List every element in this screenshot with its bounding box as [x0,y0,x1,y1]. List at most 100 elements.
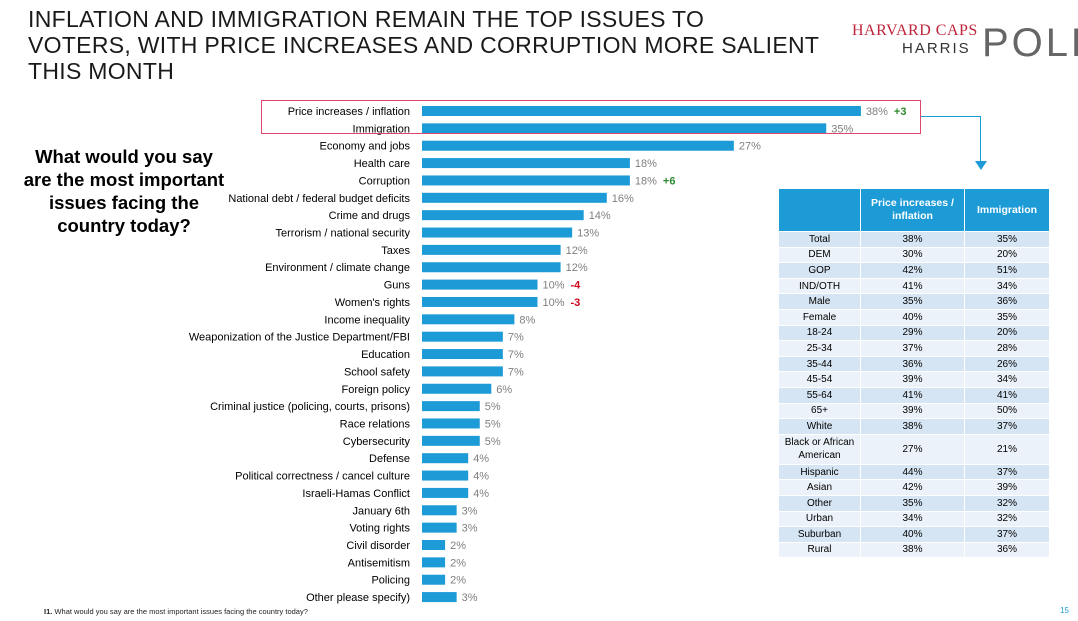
crosstab-row-label: Other [778,494,861,512]
crosstab-cell: 44% [860,463,965,481]
crosstab-cell: 39% [860,402,965,420]
bar [422,383,492,394]
data-label: 13% [577,228,599,240]
data-label: 5% [485,401,501,413]
bar [422,140,734,151]
question-line: are the most important [23,169,225,190]
data-label: 7% [508,366,524,378]
data-label: 7% [508,349,524,361]
category-label: Political correctness / cancel culture [235,471,410,483]
crosstab-row-label: Suburban [778,526,861,543]
data-label: 4% [473,488,489,500]
crosstab-row: Male 35% 36% [778,293,1050,310]
highlight-box [261,100,921,134]
category-label: Taxes [381,245,410,257]
crosstab-row: GOP 42% 51% [778,262,1050,279]
question-line: issues facing the [48,192,200,213]
bar [422,574,446,585]
crosstab-row: Asian 42% 39% [778,479,1050,496]
category-label: Voting rights [349,523,410,535]
data-label: 2% [450,575,466,587]
category-label: Civil disorder [346,540,410,552]
category-label: Race relations [340,418,411,430]
arrow-down-icon [975,161,987,170]
crosstab-header: Price increases / inflation [860,188,965,232]
change-label: -4 [571,280,582,292]
crosstab-row-label: Black or African American [778,433,861,465]
crosstab-cell: 36% [964,293,1050,310]
crosstab-row: Female 40% 35% [778,308,1050,326]
data-label: 3% [462,592,478,604]
crosstab-cell: 29% [860,324,965,342]
crosstab-row: White 38% 37% [778,418,1050,435]
crosstab-header [778,188,861,232]
harvard-caps-harris-poll-logo: HARVARD CAPS HARRIS POLL [848,20,1078,63]
crosstab-cell: 38% [860,541,965,559]
bar [422,331,503,342]
data-label: 2% [450,557,466,569]
crosstab-row: Urban 34% 32% [778,510,1050,528]
category-label: Income inequality [324,314,410,326]
crosstab-row-label: Total [778,231,861,248]
bar [422,435,480,446]
bar [422,192,607,203]
bar [422,262,561,273]
category-label: Crime and drugs [329,210,411,222]
crosstab-row: Black or African American 27% 21% [778,433,1050,465]
category-label: Cybersecurity [343,436,411,448]
crosstab-table: Price increases / inflation Immigration … [778,188,1050,559]
crosstab-cell: 36% [860,355,965,373]
category-label: Foreign policy [342,384,411,396]
category-label: Economy and jobs [320,141,411,153]
crosstab-cell: 27% [860,433,965,465]
data-label: 6% [496,384,512,396]
logo-line-2: HARRIS [902,40,971,57]
crosstab-row: 45-54 39% 34% [778,371,1050,388]
crosstab-row: Rural 38% 36% [778,541,1050,559]
crosstab-cell: 34% [964,371,1050,388]
crosstab-cell: 20% [964,246,1050,264]
data-label: 35% [831,123,853,135]
logo-line-1: HARVARD CAPS [852,22,978,39]
crosstab-row-label: IND/OTH [778,277,861,295]
bar [422,158,630,169]
crosstab-row: Total 38% 35% [778,231,1050,248]
bar [422,505,457,516]
crosstab-row: 55-64 41% 41% [778,386,1050,404]
page-title: INFLATION AND IMMIGRATION REMAIN THE TOP… [28,6,828,84]
page-number: 15 [1060,606,1069,615]
question-callout: What would you say are the most importan… [10,145,238,237]
crosstab-cell: 50% [964,402,1050,420]
category-label: Environment / climate change [265,262,410,274]
title-line: INFLATION AND IMMIGRATION REMAIN THE TOP… [28,6,705,32]
data-label: 8% [519,314,535,326]
crosstab-cell: 42% [860,479,965,496]
data-label: 4% [473,471,489,483]
bar [422,401,480,412]
bar [422,453,469,464]
crosstab-cell: 39% [964,479,1050,496]
data-label: 16% [612,193,634,205]
data-label: 5% [485,436,501,448]
bar [422,314,515,325]
crosstab-row-label: Male [778,293,861,310]
bar [422,279,538,290]
crosstab-row: Other 35% 32% [778,494,1050,512]
title-line: THIS MONTH [28,58,175,84]
data-label: 7% [508,332,524,344]
data-label: 18% [635,158,657,170]
crosstab-cell: 32% [964,494,1050,512]
crosstab-row: Hispanic 44% 37% [778,463,1050,481]
crosstab-row-label: Urban [778,510,861,528]
bar [422,522,457,533]
data-label: 5% [485,418,501,430]
data-label: 38% [866,106,888,118]
crosstab-cell: 34% [964,277,1050,295]
bar [422,366,503,377]
data-label: 10% [543,280,565,292]
crosstab-row-label: 45-54 [778,371,861,388]
data-label: 12% [566,245,588,257]
bar [422,244,561,255]
change-label: +6 [663,175,676,187]
